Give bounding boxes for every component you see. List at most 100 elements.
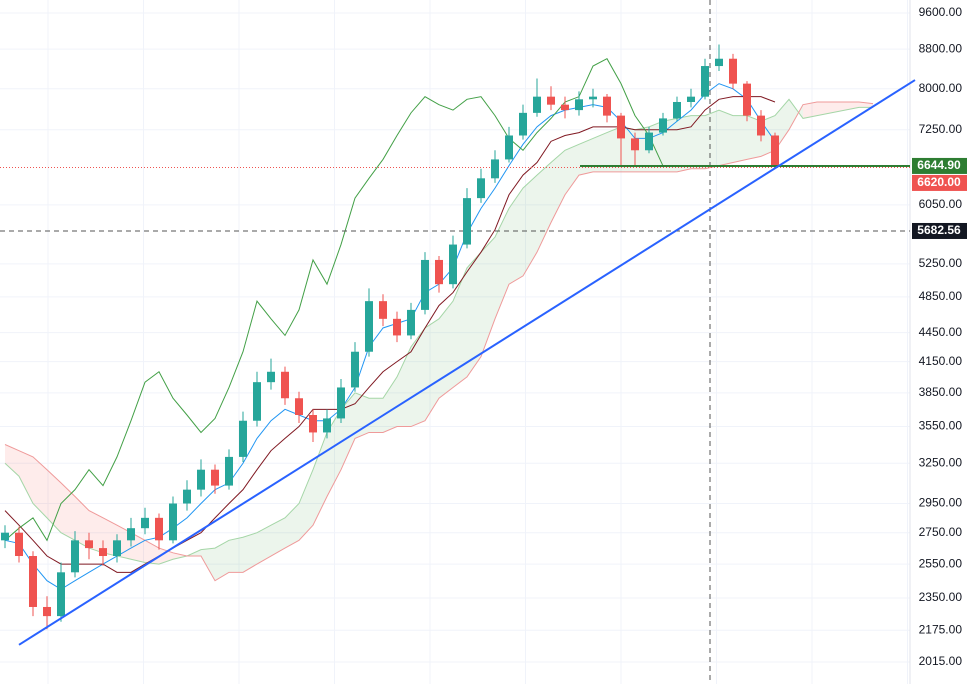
y-tick-label: 2350.00 [919, 590, 963, 604]
cloud-fill [19, 450, 33, 504]
candle-body [127, 528, 135, 541]
price-label-box [912, 157, 967, 174]
candle-body [295, 398, 303, 415]
y-tick-label: 5250.00 [919, 256, 963, 270]
cloud-span-b [4, 101, 874, 582]
y-tick-label: 4150.00 [919, 354, 963, 368]
cloud-fill [75, 496, 89, 549]
cloud-fill [481, 237, 495, 357]
price-label: 5682.56 [917, 223, 961, 237]
indicator-line [4, 58, 664, 542]
cloud-fill [677, 115, 691, 172]
cloud-fill [495, 208, 509, 319]
candle-body [715, 58, 723, 67]
candle-body [141, 517, 149, 529]
candle-body [519, 112, 527, 136]
candle-body [267, 371, 275, 383]
candle-body [435, 259, 443, 285]
candle-body [57, 572, 65, 617]
y-tick-label: 3250.00 [919, 455, 963, 469]
candle-body [617, 115, 625, 139]
candle-body [505, 135, 513, 160]
candle-body [631, 138, 639, 151]
cloud-fill [173, 552, 187, 560]
candle-body [323, 418, 331, 433]
candle-body [365, 301, 373, 352]
candle-body [771, 135, 779, 166]
candle-body [407, 309, 415, 336]
candle-body [169, 503, 177, 541]
price-label: 6644.90 [917, 158, 961, 172]
cloud-fill [845, 101, 859, 111]
candle-body [351, 351, 359, 388]
cloud-fill [425, 318, 439, 421]
trendline [18, 79, 916, 646]
candle-body [743, 83, 751, 116]
candle-body [309, 414, 317, 433]
candle-body [561, 104, 569, 111]
candle-body [463, 198, 471, 245]
cloud-fill [467, 252, 481, 377]
cloud-fill [201, 548, 215, 581]
y-tick-label: 2750.00 [919, 525, 963, 539]
y-tick-label: 8800.00 [919, 41, 963, 55]
y-tick-label: 4850.00 [919, 289, 963, 303]
y-tick-label: 3850.00 [919, 385, 963, 399]
y-tick-label: 3550.00 [919, 419, 963, 433]
candle-body [99, 548, 107, 557]
cloud-fill [719, 110, 733, 166]
cloud-fill [257, 525, 271, 565]
candle-body [477, 178, 485, 199]
cloud-fill [733, 115, 747, 163]
cloud-fill [5, 444, 19, 477]
candle-body [239, 420, 247, 457]
cloud-fill [243, 532, 257, 573]
cloud-fill [509, 188, 523, 285]
candle-body [589, 96, 597, 100]
candle-body [225, 456, 233, 486]
y-tick-label: 9600.00 [919, 5, 963, 19]
candle-body [113, 540, 121, 557]
candle-body [673, 101, 681, 119]
candle-body [183, 489, 191, 504]
candle-body [211, 469, 219, 486]
candle-body [491, 159, 499, 179]
candle-body [1, 532, 9, 541]
candle-body [449, 244, 457, 285]
candle-body [547, 96, 555, 105]
cloud-fill [299, 469, 313, 541]
y-tick-label: 8000.00 [919, 81, 963, 95]
cloud-fill [789, 99, 803, 130]
cloud-fill [61, 482, 75, 541]
cloud-fill [817, 101, 831, 116]
price-label-box [912, 174, 967, 191]
candle-body [393, 318, 401, 336]
candle-body [155, 517, 163, 541]
price-label: 6620.00 [917, 175, 961, 189]
candle-body [29, 556, 37, 607]
candle-body [337, 387, 345, 419]
candle-body [659, 118, 667, 133]
candle-body [603, 96, 611, 116]
cloud-fill [369, 398, 383, 433]
y-tick-label: 4450.00 [919, 325, 963, 339]
y-tick-label: 2950.00 [919, 496, 963, 510]
cloud-fill [565, 144, 579, 195]
cloud-fill [33, 456, 47, 518]
y-tick-label: 2175.00 [919, 622, 963, 636]
candle-body [43, 606, 51, 617]
cloud-fill [831, 101, 845, 113]
cloud-fill [803, 101, 817, 119]
cloud-fill [397, 346, 411, 427]
candle-body [197, 469, 205, 490]
candle-body [701, 66, 709, 97]
candle-body [729, 58, 737, 84]
cloud-fill [523, 175, 537, 276]
candle-body [253, 382, 261, 421]
cloud-fill [411, 327, 425, 427]
cloud-fill [271, 517, 285, 557]
candle-body [533, 96, 541, 113]
cloud-fill [47, 469, 61, 533]
